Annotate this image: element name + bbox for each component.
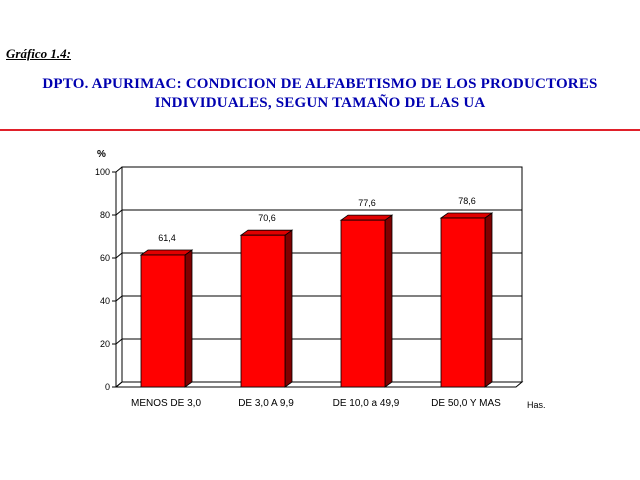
y-tick-label: 0 bbox=[105, 382, 110, 392]
title-divider bbox=[0, 129, 640, 131]
x-tick-label: MENOS DE 3,0 bbox=[131, 398, 201, 409]
bar-side bbox=[384, 214, 393, 388]
x-axis-unit-label: Has. bbox=[527, 400, 546, 410]
bar-value-label: 70,6 bbox=[258, 213, 276, 223]
y-tick-label: 80 bbox=[100, 210, 110, 220]
y-axis-label: % bbox=[97, 149, 106, 160]
bar bbox=[340, 219, 386, 388]
gridline-depth bbox=[115, 166, 123, 173]
gridline-depth bbox=[115, 209, 123, 216]
x-tick-label: DE 50,0 Y MAS bbox=[431, 398, 501, 409]
x-tick-label: DE 3,0 A 9,9 bbox=[238, 398, 294, 409]
bar bbox=[140, 254, 186, 388]
bar-value-label: 61,4 bbox=[158, 233, 176, 243]
bar-value-label: 78,6 bbox=[458, 196, 476, 206]
figure-label: Gráfico 1.4: bbox=[6, 46, 71, 61]
bar-top bbox=[439, 212, 494, 219]
bar-top bbox=[139, 249, 194, 256]
bar-top bbox=[239, 229, 294, 236]
chart-title-line-1: DPTO. APURIMAC: CONDICION DE ALFABETISMO… bbox=[42, 76, 598, 92]
bar-side bbox=[284, 229, 293, 388]
y-tick-label: 40 bbox=[100, 296, 110, 306]
y-tick-label: 100 bbox=[95, 167, 110, 177]
bar-side bbox=[484, 212, 493, 388]
gridline-depth bbox=[115, 338, 123, 345]
bar-side bbox=[184, 249, 193, 388]
bar bbox=[240, 234, 286, 388]
bar-top bbox=[339, 214, 394, 221]
bar bbox=[440, 217, 486, 388]
y-tick-label: 60 bbox=[100, 253, 110, 263]
gridline-depth bbox=[115, 295, 123, 302]
gridline-depth bbox=[115, 252, 123, 259]
x-tick-label: DE 10,0 a 49,9 bbox=[333, 398, 400, 409]
bar-value-label: 77,6 bbox=[358, 198, 376, 208]
y-tick-label: 20 bbox=[100, 339, 110, 349]
chart-title-line-2: INDIVIDUALES, SEGUN TAMAÑO DE LAS UA bbox=[154, 95, 486, 111]
